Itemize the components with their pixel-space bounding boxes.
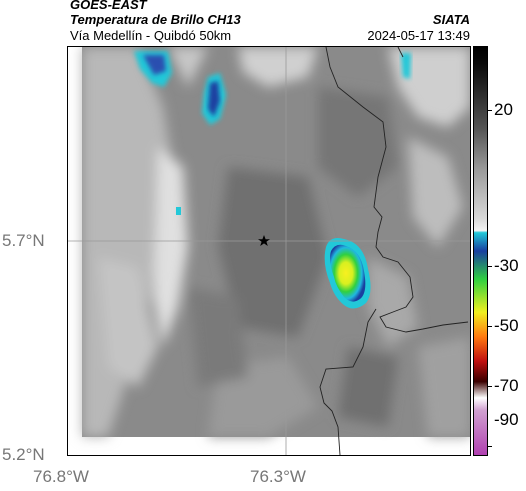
lon-label: 76.8°W — [33, 467, 89, 486]
boundary-line — [319, 308, 377, 455]
colorbar — [473, 46, 488, 456]
star-icon[interactable] — [258, 235, 270, 246]
colorbar-tick-label: -50 — [494, 316, 519, 335]
colorbar-tick — [487, 266, 492, 267]
colorbar-tick — [487, 386, 492, 387]
colorbar-tick-label: -90 — [494, 410, 519, 429]
colorbar-tick-label: -30 — [494, 256, 519, 275]
colorbar-tick — [487, 446, 492, 447]
satellite-title: GOES-EAST — [70, 0, 147, 12]
cold-cloud-tops — [134, 51, 411, 309]
boundary-line — [325, 47, 469, 333]
boundary-line — [397, 47, 404, 58]
lat-label: 5.2°N — [2, 445, 45, 464]
colorbar-tick-label: -70 — [494, 376, 519, 395]
lon-label: 76.3°W — [250, 467, 306, 486]
colorbar-tick — [487, 110, 492, 111]
colorbar-tick — [487, 326, 492, 327]
map-canvas — [68, 47, 470, 455]
cloud-texture — [82, 47, 470, 437]
colorbar-tick-label: 20 — [494, 100, 513, 119]
satellite-map[interactable] — [67, 46, 471, 456]
source-label: SIATA — [432, 12, 470, 27]
lat-label: 5.7°N — [2, 231, 45, 250]
timestamp-label: 2024-05-17 13:49 — [367, 28, 470, 43]
product-title: Temperatura de Brillo CH13 — [70, 12, 241, 27]
region-subtitle: Vía Medellín - Quibdó 50km — [70, 28, 232, 43]
